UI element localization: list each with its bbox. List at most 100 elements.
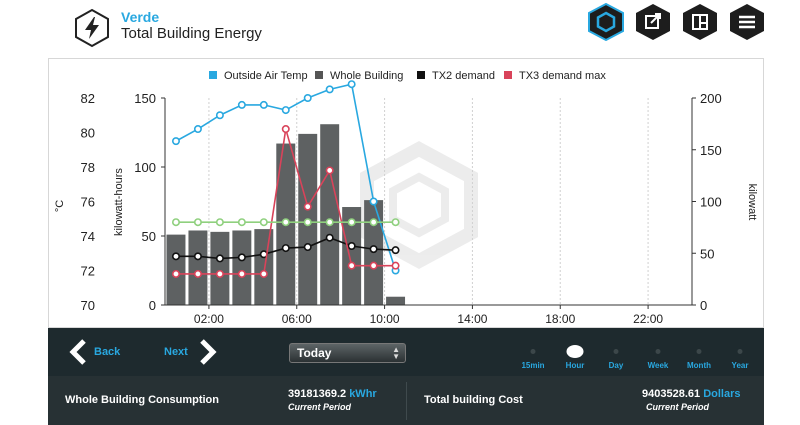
kw-tick-label: 150 bbox=[700, 143, 722, 158]
series-point[interactable] bbox=[237, 100, 246, 109]
period-label-15min[interactable]: 15min bbox=[521, 361, 545, 370]
series-point[interactable] bbox=[237, 269, 246, 278]
whole-building-bar[interactable] bbox=[320, 124, 340, 305]
series-point[interactable] bbox=[303, 202, 312, 211]
legend-item-outside-air-temp[interactable]: Outside Air Temp bbox=[209, 70, 308, 82]
period-dot-day[interactable] bbox=[613, 349, 619, 354]
cost-unit: Dollars bbox=[703, 388, 741, 400]
series-point[interactable] bbox=[369, 218, 378, 227]
series-point[interactable] bbox=[171, 269, 180, 278]
series-point[interactable] bbox=[193, 252, 202, 261]
temp-tick-label: 74 bbox=[81, 229, 95, 244]
series-point[interactable] bbox=[237, 253, 246, 262]
series-point[interactable] bbox=[347, 218, 356, 227]
next-button[interactable]: Next bbox=[162, 338, 222, 366]
series-point[interactable] bbox=[303, 218, 312, 227]
series-point[interactable] bbox=[281, 125, 290, 134]
whole-building-bar[interactable] bbox=[386, 296, 406, 305]
series-point[interactable] bbox=[391, 246, 400, 255]
whole-building-bar[interactable] bbox=[254, 229, 274, 305]
period-dot-15min[interactable] bbox=[530, 349, 536, 354]
whole-building-bar[interactable] bbox=[188, 230, 208, 305]
series-point[interactable] bbox=[303, 93, 312, 102]
list-icon[interactable] bbox=[727, 3, 767, 41]
series-point[interactable] bbox=[391, 218, 400, 227]
series-point[interactable] bbox=[325, 218, 334, 227]
app-header: Verde Total Building Energy bbox=[0, 0, 800, 58]
whole-building-bar[interactable] bbox=[210, 231, 230, 305]
whole-building-bar[interactable] bbox=[166, 234, 186, 305]
layout-icon[interactable] bbox=[680, 3, 720, 41]
period-dot-month[interactable] bbox=[696, 349, 702, 354]
series-point[interactable] bbox=[215, 269, 224, 278]
series-point[interactable] bbox=[193, 269, 202, 278]
series-point[interactable] bbox=[193, 218, 202, 227]
kw-tick-label: 50 bbox=[700, 246, 714, 261]
series-point[interactable] bbox=[171, 137, 180, 146]
whole-building-bar[interactable] bbox=[232, 230, 252, 305]
kw-tick-label: 0 bbox=[700, 298, 707, 313]
legend-item-tx3-demand-max[interactable]: TX3 demand max bbox=[504, 70, 606, 82]
legend-label: Whole Building bbox=[330, 70, 403, 82]
series-point[interactable] bbox=[303, 243, 312, 252]
series-point[interactable] bbox=[215, 254, 224, 263]
period-dot-hour[interactable] bbox=[566, 345, 584, 358]
x-tick-label: 10:00 bbox=[370, 312, 400, 326]
series-point[interactable] bbox=[347, 80, 356, 89]
back-button[interactable]: Back bbox=[68, 338, 128, 366]
period-label-year[interactable]: Year bbox=[731, 361, 749, 370]
series-point[interactable] bbox=[171, 252, 180, 261]
period-label-day[interactable]: Day bbox=[608, 361, 624, 370]
temp-tick-label: 78 bbox=[81, 160, 95, 175]
series-point[interactable] bbox=[369, 197, 378, 206]
cost-period: Current Period bbox=[646, 402, 710, 412]
site-name: Verde bbox=[121, 9, 160, 25]
series-point[interactable] bbox=[281, 244, 290, 253]
temp-tick-label: 70 bbox=[81, 298, 95, 313]
legend-item-tx2-demand[interactable]: TX2 demand bbox=[417, 70, 495, 82]
period-label-month[interactable]: Month bbox=[687, 361, 711, 370]
period-dot-year[interactable] bbox=[737, 349, 743, 354]
series-point[interactable] bbox=[369, 245, 378, 254]
page-title: Total Building Energy bbox=[121, 25, 262, 42]
hexagon-icon[interactable] bbox=[586, 3, 626, 41]
period-label-hour[interactable]: Hour bbox=[565, 361, 585, 370]
series-point[interactable] bbox=[215, 111, 224, 120]
kwh-tick-label: 150 bbox=[134, 91, 156, 106]
chevron-right-icon bbox=[200, 339, 217, 365]
series-point[interactable] bbox=[325, 166, 334, 175]
series-point[interactable] bbox=[259, 269, 268, 278]
range-select[interactable]: Today ▲ ▼ bbox=[289, 343, 406, 363]
series-point[interactable] bbox=[281, 106, 290, 115]
legend-item-whole-building[interactable]: Whole Building bbox=[315, 70, 403, 82]
chevron-left-icon bbox=[69, 339, 86, 365]
cost-number: 9403528.61 bbox=[642, 388, 701, 400]
series-point[interactable] bbox=[325, 85, 334, 94]
back-label: Back bbox=[94, 346, 121, 358]
series-point[interactable] bbox=[347, 242, 356, 251]
kw-tick-label: 100 bbox=[700, 195, 722, 210]
series-point[interactable] bbox=[325, 233, 334, 242]
series-point[interactable] bbox=[369, 261, 378, 270]
export-icon[interactable] bbox=[633, 3, 673, 41]
series-point[interactable] bbox=[193, 125, 202, 134]
temp-tick-label: 72 bbox=[81, 264, 95, 279]
next-label: Next bbox=[164, 346, 188, 358]
series-point[interactable] bbox=[237, 218, 246, 227]
series-point[interactable] bbox=[259, 218, 268, 227]
series-point[interactable] bbox=[259, 100, 268, 109]
series-point[interactable] bbox=[347, 261, 356, 270]
whole-building-bar[interactable] bbox=[342, 207, 362, 305]
series-point[interactable] bbox=[171, 218, 180, 227]
period-label-week[interactable]: Week bbox=[647, 361, 669, 370]
cost-label: Total building Cost bbox=[424, 394, 523, 406]
period-dot-week[interactable] bbox=[655, 349, 661, 354]
series-point[interactable] bbox=[215, 218, 224, 227]
watermark-hexagon-icon bbox=[360, 141, 478, 269]
series-point[interactable] bbox=[391, 261, 400, 270]
consumption-number: 39181369.2 bbox=[288, 388, 347, 400]
stats-divider bbox=[406, 382, 407, 420]
legend-label: TX3 demand max bbox=[519, 70, 606, 82]
series-point[interactable] bbox=[281, 218, 290, 227]
legend-label: Outside Air Temp bbox=[224, 70, 308, 82]
